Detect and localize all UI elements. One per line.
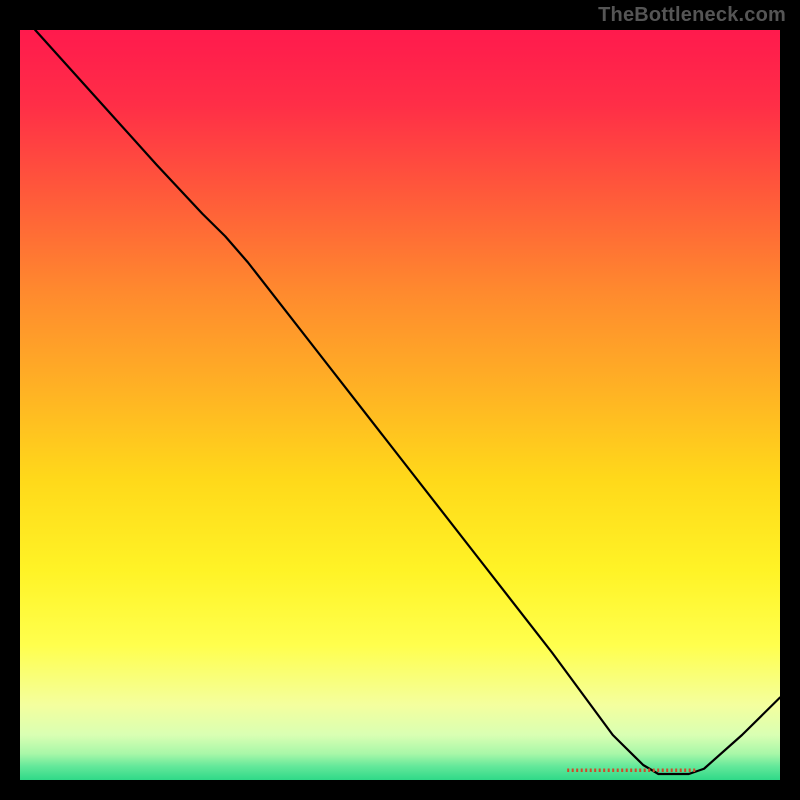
bottleneck-curve-chart (20, 30, 780, 780)
watermark-label: TheBottleneck.com (598, 4, 786, 27)
gradient-background (20, 30, 780, 780)
chart-container: TheBottleneck.com (0, 0, 800, 800)
